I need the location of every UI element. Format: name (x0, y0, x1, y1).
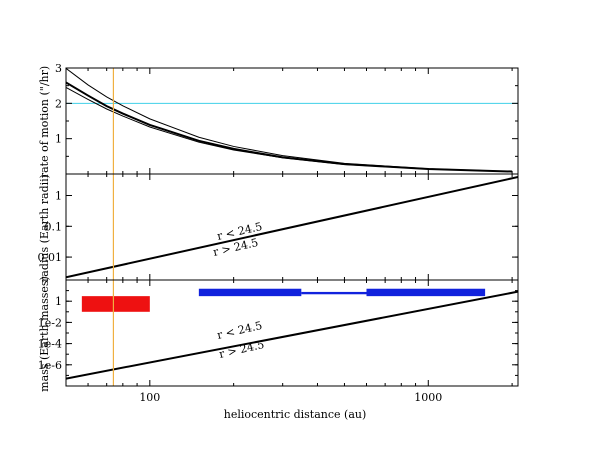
x-tick-label: 1000 (414, 391, 442, 404)
mass-annotation-lower: r > 24.5 (218, 338, 266, 361)
rate-y-tick-label: 3 (55, 62, 62, 75)
mass-series-line-0 (66, 290, 518, 380)
mass-y-axis-title: mass (Earth masses) (38, 276, 51, 392)
rate-y-tick-label: 2 (55, 97, 62, 110)
radius-y-tick-label: 0.01 (38, 251, 63, 264)
radius-plot-area (66, 174, 518, 280)
mass-y-tick-label: 1e-2 (38, 316, 62, 329)
rate-y-tick-label: 1 (55, 133, 62, 146)
rate-plot-area (66, 68, 518, 174)
mass-bar-1 (198, 288, 302, 297)
radius-y-tick-label: 1 (55, 190, 62, 203)
rate-y-axis-title: rate of motion ("/hr) (38, 66, 51, 178)
rate-series-line-2 (66, 86, 513, 173)
mass-y-tick-label: 1e-4 (38, 338, 62, 351)
mass-y-tick-label: 1 (55, 295, 62, 308)
mass-bar-0 (81, 296, 150, 312)
mass-bar-2 (301, 291, 367, 295)
radius-y-axis-title: radius (Earth radii) (38, 174, 51, 282)
radius-series-line-0 (66, 176, 518, 279)
mass-bar-3 (366, 288, 486, 297)
x-axis-title: heliocentric distance (au) (224, 408, 367, 421)
radius-y-tick-label: 0.1 (45, 220, 63, 233)
x-tick-label: 100 (139, 391, 160, 404)
mass-plot-area (66, 280, 518, 386)
mass-y-tick-label: 1e-6 (38, 359, 62, 372)
